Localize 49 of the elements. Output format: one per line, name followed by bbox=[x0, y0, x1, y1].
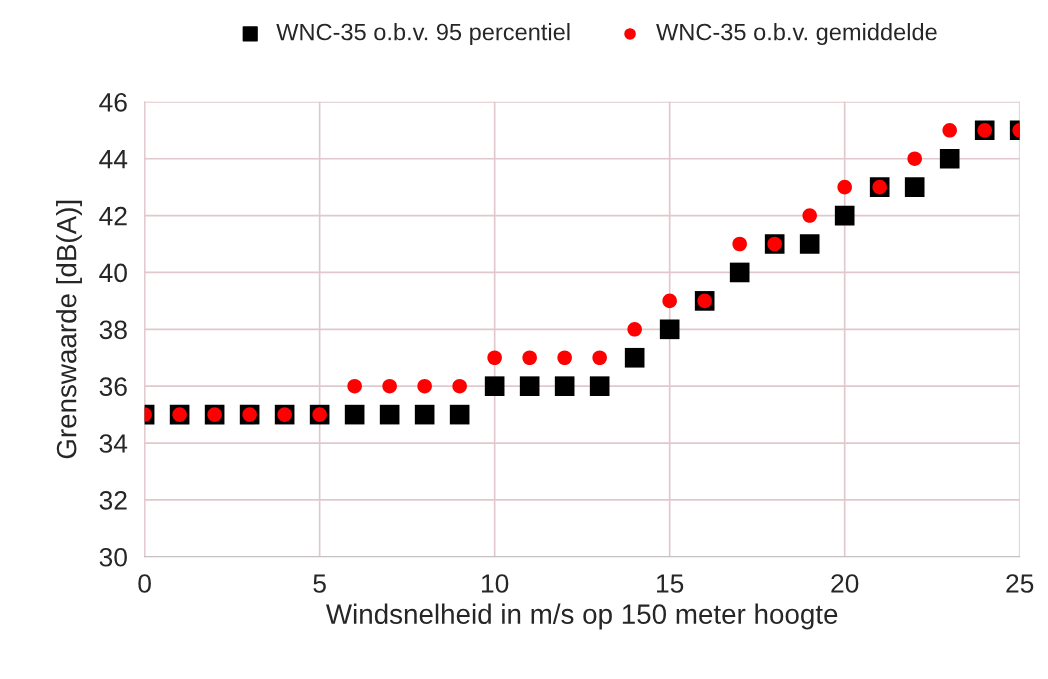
point bbox=[627, 322, 642, 337]
point bbox=[382, 378, 397, 394]
point bbox=[452, 378, 467, 394]
point bbox=[589, 376, 610, 396]
legend-label: WNC-35 o.b.v. gemiddelde bbox=[656, 23, 937, 46]
point bbox=[662, 293, 677, 309]
point bbox=[907, 151, 922, 166]
point bbox=[379, 404, 400, 425]
point bbox=[624, 347, 645, 368]
x-axis-title: Windsnelheid in m/s op 150 meter hoogte bbox=[325, 603, 838, 630]
y-axis-title: Grenswaarde [dB(A)] bbox=[56, 200, 82, 459]
point bbox=[592, 350, 607, 366]
x-tick-label: 25 bbox=[1006, 574, 1034, 593]
point bbox=[347, 378, 362, 394]
point bbox=[554, 376, 575, 396]
y-tick-label: 32 bbox=[99, 491, 127, 510]
y-tick-label: 42 bbox=[99, 206, 127, 226]
y-tick-label: 44 bbox=[99, 150, 128, 169]
legend-label: WNC-35 o.b.v. 95 percentiel bbox=[276, 23, 570, 46]
point bbox=[417, 378, 432, 394]
y-tick-label: 40 bbox=[99, 263, 127, 283]
x-tick-label: 20 bbox=[831, 574, 859, 593]
x-tick-label: 5 bbox=[313, 574, 326, 593]
y-tick-label: 34 bbox=[99, 434, 128, 453]
point bbox=[414, 404, 435, 425]
point bbox=[557, 350, 572, 366]
y-tick-label: 36 bbox=[99, 377, 127, 396]
point bbox=[802, 208, 817, 223]
point bbox=[449, 404, 470, 425]
point bbox=[799, 234, 820, 254]
point bbox=[939, 148, 960, 169]
point bbox=[837, 179, 852, 195]
point bbox=[484, 376, 505, 396]
point bbox=[344, 404, 365, 425]
x-tick-label: 15 bbox=[657, 574, 684, 593]
y-tick-label: 46 bbox=[99, 92, 127, 112]
y-tick-label: 38 bbox=[99, 320, 127, 340]
point bbox=[834, 205, 855, 226]
x-tick-label: 10 bbox=[481, 574, 509, 593]
point bbox=[904, 177, 925, 197]
point bbox=[519, 376, 540, 396]
y-tick-label: 30 bbox=[99, 547, 127, 567]
point bbox=[522, 350, 537, 366]
point bbox=[487, 350, 502, 366]
point bbox=[732, 236, 747, 252]
point bbox=[942, 123, 957, 138]
point bbox=[729, 262, 750, 283]
point bbox=[659, 319, 680, 340]
x-tick-label: 0 bbox=[138, 574, 151, 593]
